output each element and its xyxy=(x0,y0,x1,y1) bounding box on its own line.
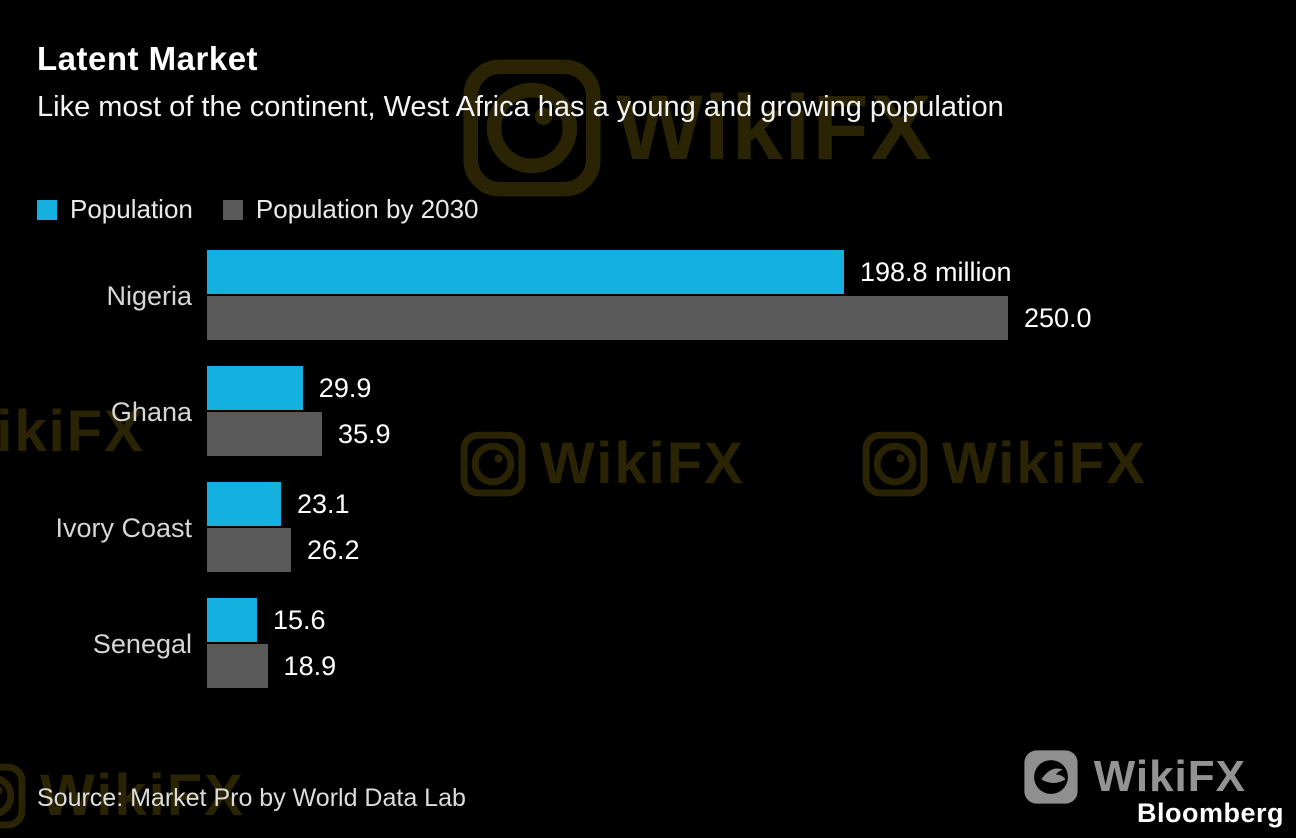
bar-line-population: 23.1 xyxy=(207,482,1008,526)
bar-line-population-2030: 250.0 xyxy=(207,296,1092,340)
bar-line-population-2030: 18.9 xyxy=(207,644,1008,688)
legend-label: Population by 2030 xyxy=(255,194,479,224)
bar-population xyxy=(207,250,844,294)
category-label: Ghana xyxy=(110,396,192,427)
bar-value-label: 26.2 xyxy=(306,534,360,565)
chart-subtitle: Like most of the continent, West Africa … xyxy=(37,91,1004,123)
bar-line-population: 29.9 xyxy=(207,366,1008,410)
row-ghana: Ghana 29.9 35.9 xyxy=(0,366,1296,458)
bar-line-population: 15.6 xyxy=(207,598,1008,642)
bar-population-2030 xyxy=(207,644,268,688)
bar-group: 15.6 18.9 xyxy=(207,598,1008,690)
bar-chart: Nigeria 198.8 million 250.0 Ghana 29.9 xyxy=(0,250,1296,714)
row-senegal: Senegal 15.6 18.9 xyxy=(0,598,1296,690)
bar-value-label: 35.9 xyxy=(338,418,391,449)
bloomberg-logo: Bloomberg xyxy=(1136,798,1284,828)
category-label: Ivory Coast xyxy=(55,512,192,543)
row-nigeria: Nigeria 198.8 million 250.0 xyxy=(0,250,1296,342)
bar-value-label: 250.0 xyxy=(1024,302,1092,333)
bar-line-population: 198.8 million xyxy=(207,250,1012,294)
bar-population-2030 xyxy=(207,296,1008,340)
bar-population xyxy=(207,366,303,410)
bar-value-label: 23.1 xyxy=(297,488,350,519)
bar-value-label: 18.9 xyxy=(283,650,337,681)
wikifx-brand: WikiFX xyxy=(1022,748,1246,806)
wikifx-logo-icon xyxy=(1024,750,1078,804)
bar-value-label: 15.6 xyxy=(272,604,326,635)
bar-population xyxy=(207,482,281,526)
bar-population xyxy=(207,598,257,642)
bar-group: 198.8 million 250.0 xyxy=(207,250,1092,342)
bar-value-label: 198.8 million xyxy=(859,256,1012,287)
bar-line-population-2030: 26.2 xyxy=(207,528,1008,572)
legend-item-population: Population xyxy=(37,194,193,225)
bar-population-2030 xyxy=(207,412,323,456)
legend-swatch-population-2030 xyxy=(222,199,243,220)
category-label: Nigeria xyxy=(106,280,192,311)
legend-swatch-population xyxy=(37,199,57,220)
bar-value-label: 29.9 xyxy=(318,372,372,403)
legend-item-population-2030: Population by 2030 xyxy=(222,194,479,225)
category-label: Senegal xyxy=(92,628,192,659)
wikifx-logo-icon xyxy=(0,763,26,828)
bar-group: 23.1 26.2 xyxy=(207,482,1008,574)
page-title: Latent Market xyxy=(37,40,259,77)
bar-group: 29.9 35.9 xyxy=(207,366,1008,458)
legend-label: Population xyxy=(70,194,193,224)
source-note: Source: Market Pro by World Data Lab xyxy=(37,784,466,812)
chart-legend: Population Population by 2030 xyxy=(37,194,479,225)
row-ivory-coast: Ivory Coast 23.1 26.2 xyxy=(0,482,1296,574)
bar-line-population-2030: 35.9 xyxy=(207,412,1008,456)
wikifx-brand-text: WikiFX xyxy=(1093,752,1246,801)
bar-population-2030 xyxy=(207,528,291,572)
